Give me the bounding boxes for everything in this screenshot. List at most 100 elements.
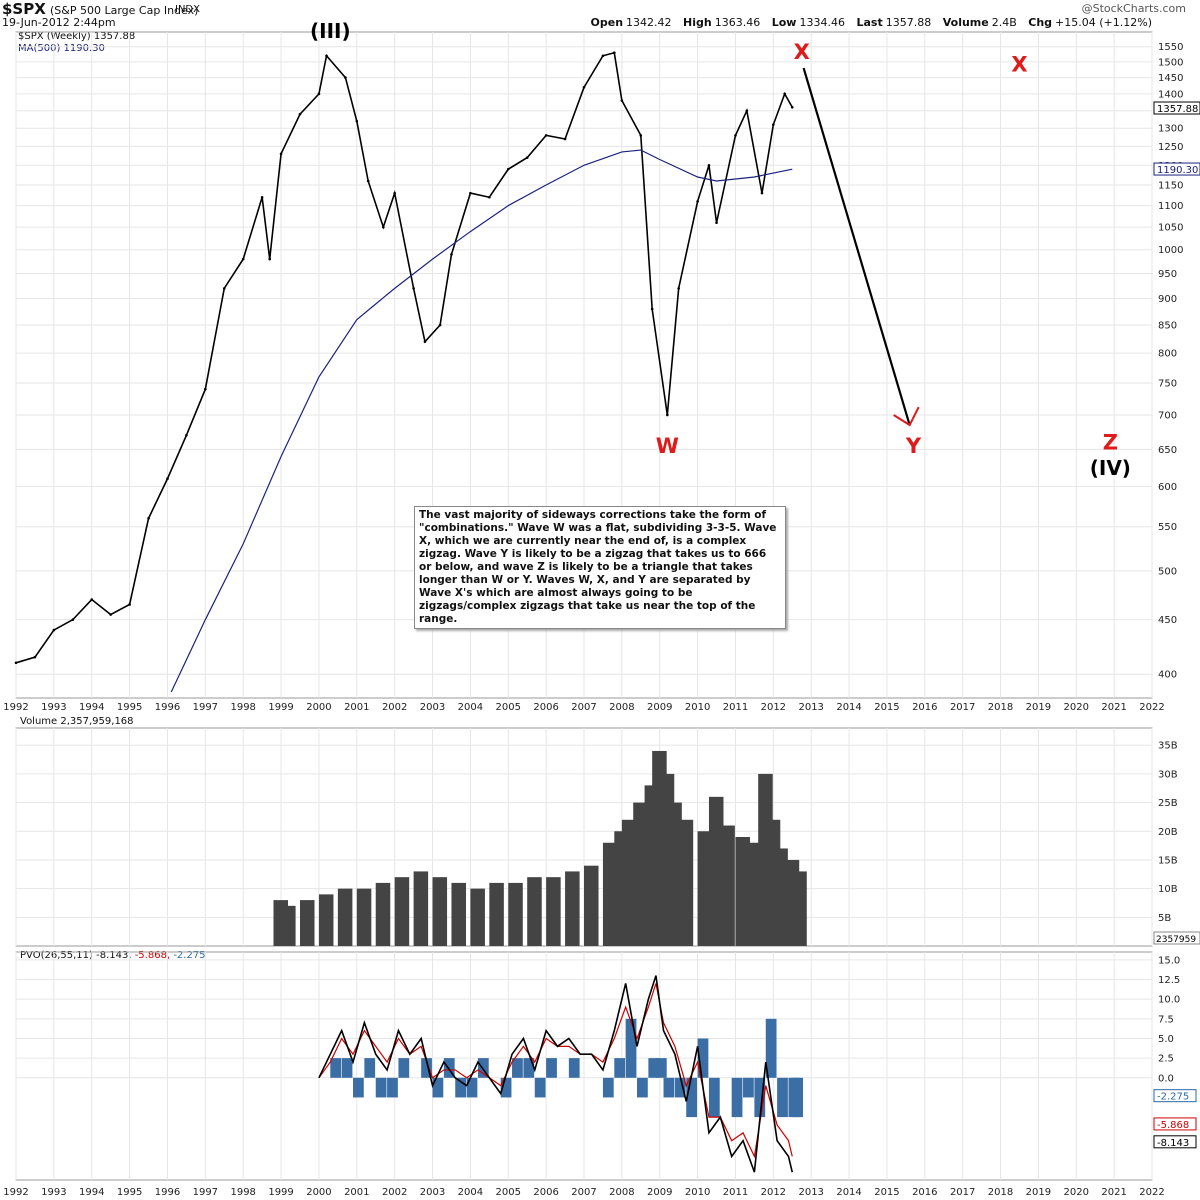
projection-arrow [802,67,911,426]
open-value: 1342.42 [626,16,672,29]
volume-bar [746,842,762,946]
y-tick-label: 850 [1158,321,1177,332]
pvo-histogram-bar [455,1077,467,1098]
pvo-histogram-bar [421,1058,432,1078]
price-point [677,287,680,290]
price-point [734,134,737,137]
high-value: 1363.46 [714,16,761,29]
chart-date: 19-Jun-2012 2:44pm [2,16,116,29]
volume-bar [735,837,750,946]
pvo-histogram-bar [477,1058,489,1078]
volume-tick-label: 25B [1158,798,1178,809]
y-tick-label: 1250 [1158,142,1183,153]
price-point [438,323,442,327]
volume-bar [621,819,637,946]
price-point [612,51,616,55]
pvo-histogram-bar [568,1058,580,1078]
volume-bar [337,888,353,946]
price-point [790,105,794,109]
price-point [666,413,669,417]
x-tick-label: 2014 [836,702,861,713]
y-tick-label: 650 [1158,445,1177,456]
pvo-tick-label: 0.0 [1158,1073,1174,1084]
x-tick-label: 2019 [1026,1187,1051,1198]
price-point [650,307,654,311]
pvo-legend: PVO(26,55,11) -8.143, -5.868, -2.275 [20,950,206,961]
price-point [222,287,226,290]
x-tick-label: 2002 [382,1187,407,1198]
price-point [298,112,302,116]
wave-label: W [656,434,679,458]
x-tick-label: 1993 [41,702,66,713]
pvo-histogram-bar [648,1058,660,1078]
y-tick-label: 1000 [1158,245,1183,256]
y-tick-label: 1400 [1158,89,1183,100]
price-point [772,123,775,126]
price-legend-entry: $SPX (Weekly) 1357.88 [18,31,136,42]
volume-bar [489,882,504,946]
pvo-histogram-bar [387,1077,398,1098]
price-point [204,387,207,391]
x-tick-label: 1996 [155,1187,180,1198]
x-tick-label: 2021 [1101,1187,1126,1198]
pvo-value-label: -5.868 [1157,1120,1189,1131]
exchange-label: INDX [175,4,200,15]
ma-series-line [170,149,793,693]
wave-label: Z [1103,430,1118,454]
x-tick-label: 2005 [496,702,521,713]
x-tick-label: 2015 [874,702,899,713]
price-point [90,598,94,601]
x-tick-label: 1994 [79,1187,104,1198]
x-tick-label: 2010 [685,702,710,713]
price-point [33,655,37,659]
y-tick-label: 1450 [1158,73,1183,84]
y-tick-label: 750 [1158,379,1177,390]
price-point [279,152,283,156]
pvo-histogram-bar [330,1058,342,1078]
price-point [382,225,385,229]
volume-legend: Volume 2,357,959,168 [20,716,134,727]
x-tick-label: 2022 [1139,1187,1164,1198]
x-tick-label: 1998 [230,702,255,713]
price-point [488,195,491,199]
pvo-histogram-bar [765,1018,777,1078]
x-tick-label: 2008 [609,1187,634,1198]
price-point [325,54,328,58]
pvo-histogram-bar [500,1077,512,1098]
chg-value: +15.04 (+1.12%) [1055,16,1152,29]
price-legend: $SPX (Weekly) 1357.88 MA(500) 1190.30 [18,31,135,55]
y-tick-label: 400 [1158,670,1177,681]
pvo-tick-label: 15.0 [1158,955,1180,966]
price-point [423,340,427,343]
pvo-histogram-bar [398,1058,410,1078]
volume-last-label: 2357959 [1156,935,1196,945]
x-tick-label: 2013 [798,702,823,713]
price-point [128,603,131,606]
x-tick-label: 2015 [874,1187,899,1198]
low-label: Low [771,16,797,29]
volume-bar [300,900,315,946]
volume-bar [633,802,648,946]
x-tick-label: 2011 [723,1187,748,1198]
price-point [147,517,150,520]
last-value-tag [1153,101,1200,115]
price-point [166,477,169,481]
x-tick-label: 2021 [1101,702,1126,713]
volume-value: 2.4B [991,16,1017,29]
pvo-value-tag [1153,1089,1197,1103]
analysis-note: The vast majority of sideways correction… [414,506,786,629]
x-tick-label: 2016 [912,702,937,713]
y-tick-label: 700 [1158,410,1177,421]
y-tick-label: 900 [1158,294,1177,305]
price-point [71,618,75,621]
x-tick-label: 2007 [571,1187,596,1198]
volume-bar [470,888,485,946]
x-tick-label: 2009 [647,702,672,713]
pvo-value-label: -8.143 [1157,1138,1189,1149]
y-tick-label: 1500 [1158,57,1183,68]
volume-tick-label: 10B [1158,884,1178,895]
price-point [355,119,359,123]
x-tick-label: 2020 [1064,1187,1089,1198]
x-tick-label: 2000 [306,702,331,713]
